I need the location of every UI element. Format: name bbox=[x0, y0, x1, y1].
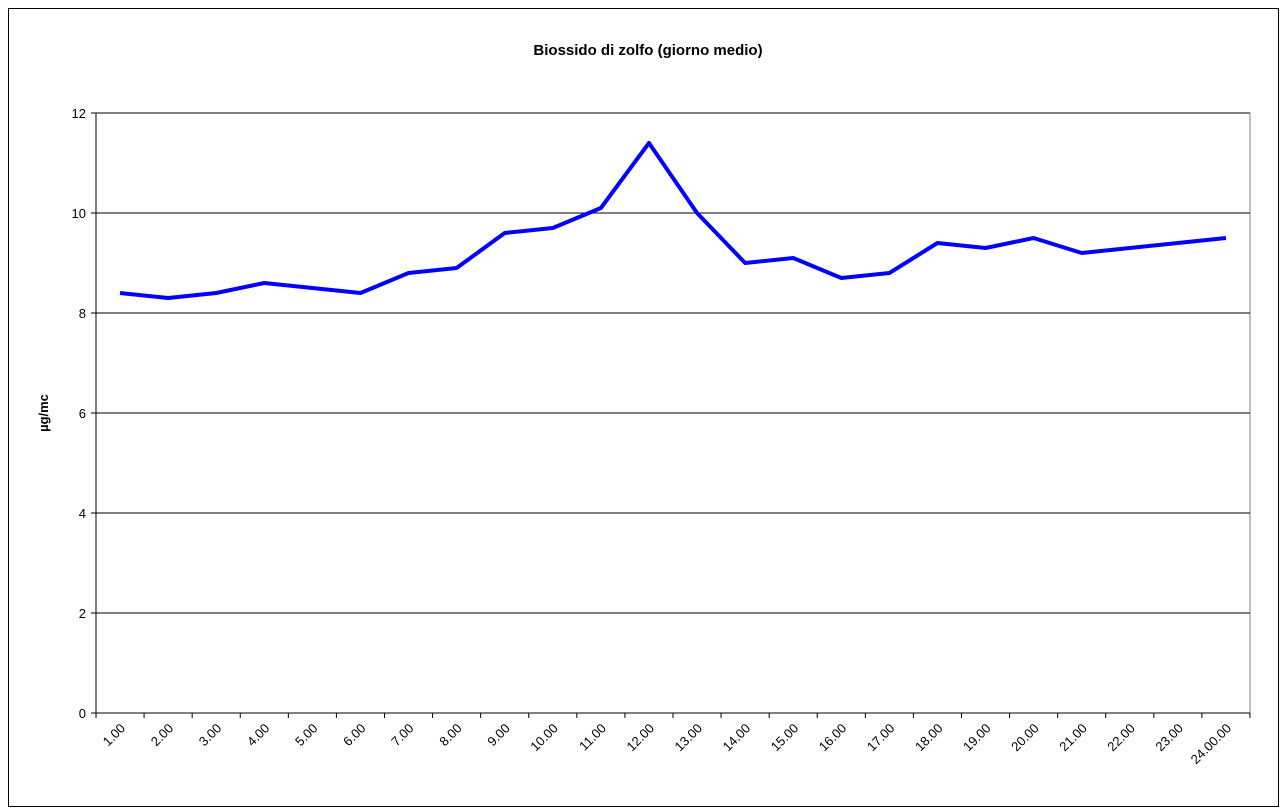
y-axis-label: µg/mc bbox=[36, 394, 51, 432]
y-tick-label: 8 bbox=[79, 306, 86, 321]
chart-title: Biossido di zolfo (giorno medio) bbox=[533, 42, 762, 59]
data-line bbox=[119, 141, 1227, 300]
y-tick-label: 10 bbox=[72, 206, 86, 221]
y-tick-label: 0 bbox=[79, 706, 86, 721]
y-tick-label: 6 bbox=[79, 406, 86, 421]
y-tick-label: 12 bbox=[72, 106, 86, 121]
y-tick-label: 2 bbox=[79, 606, 86, 621]
y-tick-label: 4 bbox=[79, 506, 86, 521]
